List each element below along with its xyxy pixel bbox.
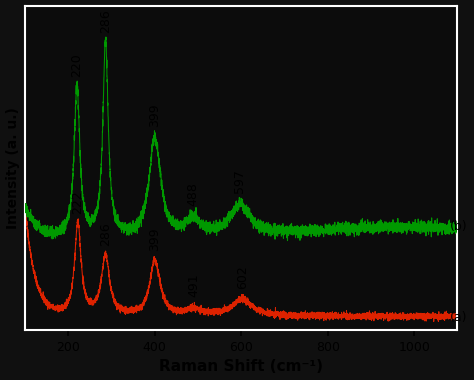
Text: 488: 488 bbox=[186, 182, 200, 206]
X-axis label: Raman Shift (cm⁻¹): Raman Shift (cm⁻¹) bbox=[159, 359, 323, 374]
Text: (b): (b) bbox=[450, 220, 467, 233]
Text: 220: 220 bbox=[71, 53, 83, 77]
Y-axis label: Intensity (a. u.): Intensity (a. u.) bbox=[6, 107, 19, 229]
Text: 399: 399 bbox=[148, 103, 161, 127]
Text: 597: 597 bbox=[234, 169, 246, 193]
Text: 222: 222 bbox=[72, 190, 84, 214]
Text: 399: 399 bbox=[148, 228, 161, 251]
Text: 602: 602 bbox=[236, 265, 249, 289]
Text: 491: 491 bbox=[188, 274, 201, 297]
Text: 286: 286 bbox=[99, 9, 112, 33]
Text: 286: 286 bbox=[99, 222, 112, 246]
Text: (a): (a) bbox=[450, 311, 467, 324]
